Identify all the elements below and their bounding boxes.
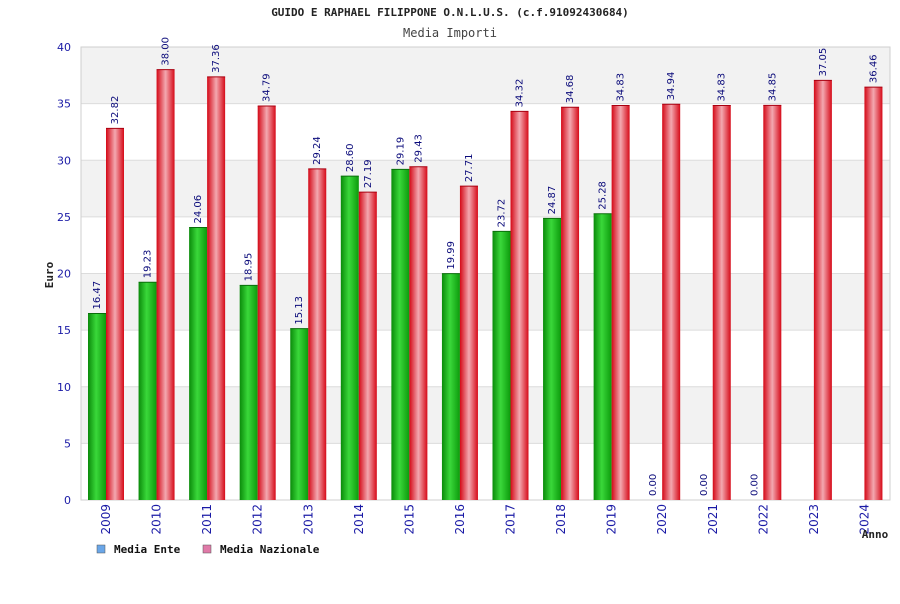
bar-media-ente-2019 xyxy=(593,213,612,501)
x-tick-label-2017: 2017 xyxy=(504,504,518,535)
bar-media-ente-2011 xyxy=(189,227,208,500)
y-axis-ticks: 0 5 10 15 20 25 30 35 40 xyxy=(57,41,71,507)
data-label-media-ente-2014: 28.60 xyxy=(345,143,356,172)
data-label-media-nazionale-2020: 34.94 xyxy=(666,72,677,101)
chart-subtitle: Media Importi xyxy=(403,26,497,40)
data-label-media-ente-2009: 16.47 xyxy=(92,281,103,310)
x-tick-label-2014: 2014 xyxy=(352,504,366,535)
x-tick-label-2018: 2018 xyxy=(554,504,568,535)
y-tick-label: 10 xyxy=(57,381,71,394)
data-label-media-ente-2013: 15.13 xyxy=(294,296,305,325)
data-label-media-nazionale-2017: 34.32 xyxy=(515,79,526,108)
y-tick-label: 15 xyxy=(57,324,71,337)
bar-media-nazionale-2020 xyxy=(662,104,681,500)
data-label-media-nazionale-2014: 27.19 xyxy=(363,159,374,188)
x-tick-label-2021: 2021 xyxy=(706,504,720,535)
data-label-media-nazionale-2024: 36.46 xyxy=(868,54,879,83)
data-label-media-ente-2018: 24.87 xyxy=(547,186,558,215)
data-label-media-nazionale-2023: 37.05 xyxy=(818,48,829,77)
bar-media-ente-2015 xyxy=(391,169,410,500)
x-tick-label-2010: 2010 xyxy=(150,504,164,535)
y-tick-label: 20 xyxy=(57,268,71,281)
bar-media-nazionale-2011 xyxy=(207,76,226,500)
y-axis-label: Euro xyxy=(43,261,56,288)
bar-media-nazionale-2010 xyxy=(156,69,175,501)
bar-media-nazionale-2022 xyxy=(763,105,782,500)
x-axis-ticks: 2009 2010 2011 2012 2013 2014 2015 2016 2017 2018… xyxy=(99,504,871,535)
data-label-media-ente-2021: 0.00 xyxy=(699,474,710,496)
x-tick-label-2015: 2015 xyxy=(402,504,416,535)
x-tick-label-2022: 2022 xyxy=(756,504,770,535)
y-tick-label: 5 xyxy=(64,437,71,450)
x-tick-label-2024: 2024 xyxy=(857,504,871,535)
data-label-media-nazionale-2009: 32.82 xyxy=(110,96,121,125)
bar-media-nazionale-2024 xyxy=(864,87,883,500)
y-tick-label: 25 xyxy=(57,211,71,224)
y-tick-label: 35 xyxy=(57,98,71,111)
legend-swatch-media-nazionale xyxy=(202,544,212,554)
bar-media-nazionale-2017 xyxy=(510,111,529,501)
data-label-media-ente-2022: 0.00 xyxy=(749,474,760,496)
bar-media-ente-2013 xyxy=(290,328,309,500)
x-tick-label-2023: 2023 xyxy=(807,504,821,535)
bar-media-nazionale-2021 xyxy=(712,105,731,501)
bar-media-nazionale-2018 xyxy=(561,107,580,501)
legend: Media Ente Media Nazionale xyxy=(96,543,320,556)
bar-media-ente-2012 xyxy=(239,285,258,500)
y-tick-label: 40 xyxy=(57,41,71,54)
chart-title: GUIDO E RAPHAEL FILIPPONE O.N.L.U.S. (c.… xyxy=(271,6,629,19)
data-labels-group: 16.47 32.82 19.23 38.00 24.06 37.36 18.95 34.79… xyxy=(92,37,879,496)
data-label-media-nazionale-2015: 29.43 xyxy=(413,134,424,163)
data-label-media-ente-2019: 25.28 xyxy=(598,181,609,210)
data-label-media-ente-2017: 23.72 xyxy=(497,199,508,228)
x-tick-label-2016: 2016 xyxy=(453,504,467,535)
data-label-media-ente-2020: 0.00 xyxy=(648,474,659,496)
legend-label-media-nazionale: Media Nazionale xyxy=(220,543,320,556)
x-tick-label-2012: 2012 xyxy=(251,504,265,535)
data-label-media-ente-2015: 29.19 xyxy=(395,137,406,166)
bar-media-nazionale-2019 xyxy=(611,105,630,501)
data-label-media-nazionale-2011: 37.36 xyxy=(211,44,222,73)
bar-media-nazionale-2009 xyxy=(106,128,124,500)
bar-media-nazionale-2016 xyxy=(459,186,478,500)
x-tick-label-2011: 2011 xyxy=(200,504,214,535)
data-label-media-nazionale-2013: 29.24 xyxy=(312,136,323,165)
data-label-media-nazionale-2010: 38.00 xyxy=(161,37,172,66)
bar-media-ente-2018 xyxy=(543,218,562,501)
data-label-media-nazionale-2022: 34.85 xyxy=(767,73,778,102)
bar-media-ente-2009 xyxy=(88,313,106,500)
data-label-media-nazionale-2016: 27.71 xyxy=(464,154,475,183)
x-axis-label: Anno xyxy=(862,528,889,541)
x-tick-label-2019: 2019 xyxy=(605,504,619,535)
data-label-media-nazionale-2012: 34.79 xyxy=(262,73,273,102)
data-label-media-ente-2010: 19.23 xyxy=(143,250,154,279)
data-label-media-nazionale-2021: 34.83 xyxy=(717,73,728,102)
data-label-media-nazionale-2019: 34.83 xyxy=(616,73,627,102)
bar-media-ente-2016 xyxy=(441,273,460,500)
data-label-media-nazionale-2018: 34.68 xyxy=(565,75,576,104)
data-label-media-ente-2011: 24.06 xyxy=(193,195,204,224)
plot-frame xyxy=(80,46,891,501)
y-tick-label: 0 xyxy=(64,494,71,507)
bar-media-nazionale-2015 xyxy=(409,166,428,500)
y-tick-label: 30 xyxy=(57,154,71,167)
bar-media-nazionale-2013 xyxy=(308,168,327,500)
bars-group xyxy=(88,69,883,501)
x-tick-label-2013: 2013 xyxy=(301,504,315,535)
legend-label-media-ente: Media Ente xyxy=(114,543,181,556)
bar-media-nazionale-2012 xyxy=(257,106,276,501)
x-tick-label-2020: 2020 xyxy=(655,504,669,535)
bar-media-nazionale-2023 xyxy=(813,80,832,500)
bar-media-ente-2017 xyxy=(492,231,511,500)
x-tick-label-2009: 2009 xyxy=(99,504,113,535)
bar-media-nazionale-2014 xyxy=(358,192,377,501)
bar-media-ente-2014 xyxy=(340,176,359,501)
data-label-media-ente-2016: 19.99 xyxy=(446,241,457,270)
data-label-media-ente-2012: 18.95 xyxy=(244,253,255,282)
legend-swatch-media-ente xyxy=(96,544,106,554)
bar-media-ente-2010 xyxy=(138,282,157,500)
